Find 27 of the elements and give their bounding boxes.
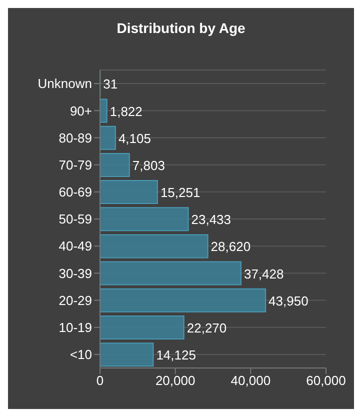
data-label: 14,125 xyxy=(156,348,196,363)
y-tick-label: 60-69 xyxy=(58,184,92,200)
data-label: 1,822 xyxy=(110,104,142,119)
data-label: 31 xyxy=(103,76,118,92)
y-tick-label: 80-89 xyxy=(58,130,92,146)
data-label: 23,433 xyxy=(191,212,232,228)
data-label: 28,620 xyxy=(210,239,251,254)
y-tick-label: 20-29 xyxy=(58,292,92,308)
data-label: 22,270 xyxy=(186,320,227,336)
y-tick-label: 40-49 xyxy=(58,238,92,254)
y-tick-label: 70-79 xyxy=(58,157,92,172)
y-tick-label: 10-19 xyxy=(58,320,92,335)
x-tick-label: 20,000 xyxy=(155,373,196,388)
x-tick-label: 60,000 xyxy=(306,373,346,388)
chart-title: Distribution by Age xyxy=(116,19,246,38)
data-label: 4,105 xyxy=(118,130,152,146)
data-label: 43,950 xyxy=(268,293,308,308)
data-label: 15,251 xyxy=(160,185,200,200)
y-tick-label: Unknown xyxy=(38,76,92,92)
data-label: 7,803 xyxy=(132,158,165,173)
y-tick-label: <10 xyxy=(70,347,92,362)
x-tick-label: 40,000 xyxy=(230,373,271,388)
y-tick-label: 90+ xyxy=(70,103,92,118)
y-tick-label: 50-59 xyxy=(58,212,92,227)
x-tick-label: 0 xyxy=(96,373,104,388)
data-label: 37,428 xyxy=(244,266,284,282)
y-tick-label: 30-39 xyxy=(58,266,92,281)
